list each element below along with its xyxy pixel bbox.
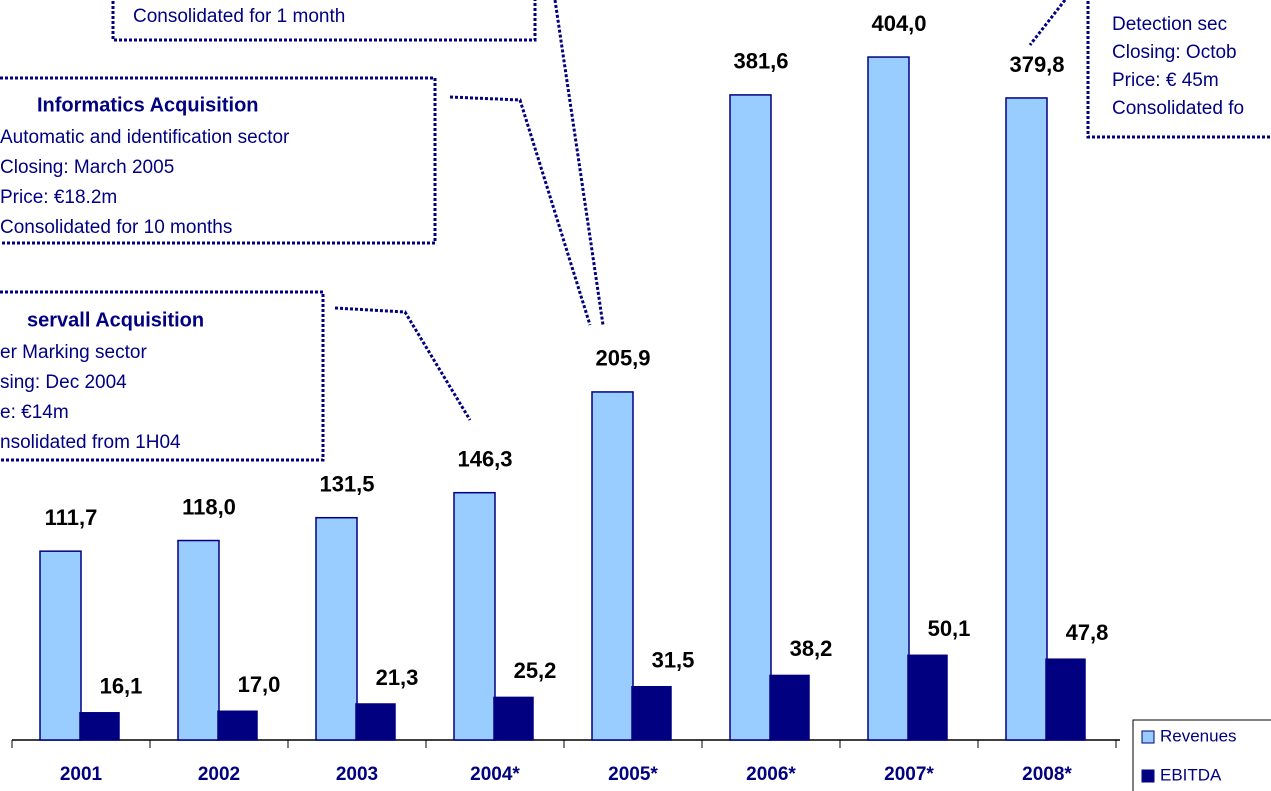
legend-swatch [1141,730,1155,744]
annotation-title: Informatics Acquisition [37,94,259,116]
annotation-text: Price: €18.2m [0,187,117,208]
bar [631,686,672,741]
bar [493,696,534,741]
x-tick-label: 2002 [198,764,240,785]
bar [1045,658,1086,741]
data-label: 404,0 [871,11,926,36]
annotation-text: Closing: Octob [1112,42,1237,63]
data-label: 47,8 [1066,620,1109,645]
legend-swatch [1141,769,1155,783]
bar [217,710,258,741]
data-label: 50,1 [928,616,971,641]
bar [315,516,358,741]
annotation-text: Closing: March 2005 [0,157,174,178]
connector [553,0,605,326]
data-label: 381,6 [733,49,788,74]
bar [591,391,634,741]
annotation-text: Price: € 45m [1112,70,1219,91]
connector [1028,0,1067,46]
x-tick-label: 2007* [884,764,934,785]
data-label: 131,5 [319,472,374,497]
data-label: 21,3 [376,665,419,690]
data-label: 31,5 [652,648,695,673]
data-label: 146,3 [457,446,512,471]
bar [867,56,910,741]
data-label: 38,2 [790,636,833,661]
bar [79,712,120,741]
data-label: 16,1 [100,674,143,699]
data-label: 118,0 [182,494,236,519]
data-label: 25,2 [514,658,557,683]
annotation-text: Consolidated fo [1112,98,1244,119]
data-label: 205,9 [595,346,650,371]
bar [177,539,220,741]
bar [729,94,772,741]
connector [449,95,592,326]
annotation-boxes [0,0,1271,462]
legend-label: Revenues [1160,726,1237,745]
legend-label: EBITDA [1160,765,1222,784]
bar [453,491,496,741]
annotation-box [0,76,437,245]
x-tick-label: 2003 [336,764,378,785]
x-tick-label: 2006* [746,764,796,785]
x-tick-label: 2001 [60,764,103,785]
bar [39,550,82,741]
annotation-text: Consolidated for 1 month [133,6,345,27]
annotation-box [111,0,537,42]
data-label: 379,8 [1009,52,1064,77]
annotation-text: Detection sec [1112,14,1227,35]
x-tick-label: 2008* [1022,764,1072,785]
annotation-box [1086,0,1271,139]
x-tick-label: 2005* [608,764,658,785]
annotation-text: er Marking sector [0,342,147,363]
annotation-title: servall Acquisition [27,309,204,331]
bar [1005,97,1048,741]
annotation-box [0,290,325,462]
bar [769,674,810,741]
bar [907,654,948,741]
annotation-text: e: €14m [0,402,69,423]
annotation-text: nsolidated from 1H04 [0,432,181,453]
bar [355,703,396,741]
annotation-text: sing: Dec 2004 [0,372,127,393]
data-label: 111,7 [45,505,98,530]
annotation-text: Consolidated for 10 months [0,217,232,238]
x-tick-label: 2004* [470,764,520,785]
data-label: 17,0 [238,672,281,697]
annotation-text: Automatic and identification sector [0,127,290,148]
legend [1132,719,1271,791]
connector [334,306,472,421]
